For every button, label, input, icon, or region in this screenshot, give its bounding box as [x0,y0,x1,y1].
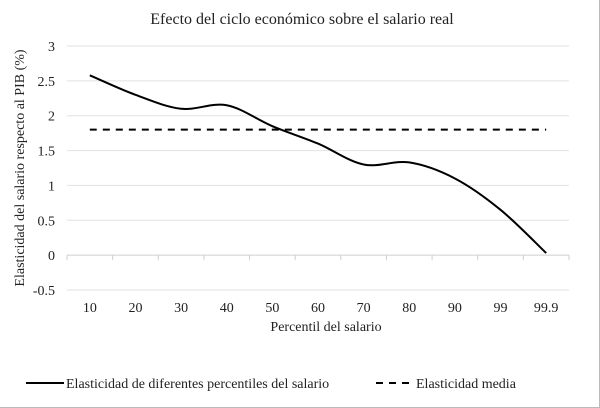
x-tick-label: 90 [448,301,462,316]
x-tick-label: 99.9 [534,301,559,316]
series-line-percentiles [89,74,547,254]
x-tick-label: 10 [83,301,97,316]
x-tick-label: 99 [494,301,508,316]
y-tick-label: -0.5 [33,284,55,299]
x-tick-label: 30 [174,301,188,316]
x-tick-label: 70 [357,301,371,316]
y-tick-label: 2.5 [38,75,56,90]
x-tick-label: 20 [128,301,142,316]
chart-title: Efecto del ciclo económico sobre el sala… [150,11,454,28]
legend-label-percentiles: Elasticidad de diferentes percentiles de… [66,377,329,392]
legend-label-mean: Elasticidad media [416,377,517,392]
y-tick-label: 0 [48,249,55,264]
y-axis-label: Elasticidad del salario respecto al PIB … [13,49,28,286]
x-axis-label: Percentil del salario [270,320,381,335]
x-tick-label: 40 [220,301,234,316]
y-tick-label: 0.5 [38,214,56,229]
y-tick-label: 1.5 [38,145,56,160]
x-tick-label: 60 [311,301,325,316]
y-tick-label: 2 [48,110,55,125]
y-tick-label: 3 [48,40,55,55]
x-tick-label: 80 [402,301,416,316]
x-tick-label: 50 [265,301,279,316]
y-tick-label: 1 [48,179,55,194]
